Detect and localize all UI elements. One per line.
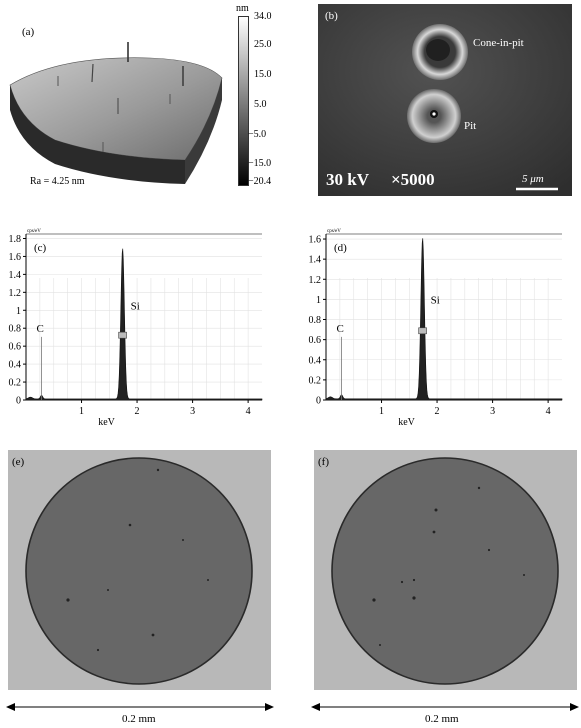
colorbar-tick: 34.0 [254, 11, 272, 22]
y-tick-label: 0.2 [9, 378, 22, 389]
scale-arrow-e [6, 703, 274, 711]
sem-magnification: ×5000 [391, 170, 435, 189]
sem-image [318, 4, 572, 196]
x-tick-label: 2 [435, 406, 440, 417]
colorbar-tick: −20.4 [248, 176, 272, 187]
afm-spike [91, 63, 94, 83]
scale-label-e: 0.2 mm [122, 713, 156, 725]
y-tick-label: 1.6 [309, 235, 322, 246]
y-tick-label: 1.4 [309, 255, 322, 266]
panel-f-label: (f) [318, 456, 329, 468]
panel-a: (a) Ra = 4.25 nm nm 34.0 25.0 15.0 5.0 −… [0, 0, 300, 200]
y-tick-label: 0.4 [9, 360, 22, 371]
spectrum-series [25, 248, 263, 401]
optical-image-e [8, 450, 271, 690]
colorbar-tick: −15.0 [248, 158, 272, 169]
x-tick-label: 1 [79, 406, 84, 417]
peak-label-si: Si [431, 294, 440, 306]
x-tick-label: 4 [546, 406, 551, 417]
eds-chart-d: cps/eV (d) 0 0.2 0.4 0.6 0.8 1 1.2 1.4 1.6 1 2 3 4 keV S… [309, 229, 563, 428]
eds-chart-c: cps/eV (c) 0 0.2 0.4 0.6 0.8 1 1.2 1.4 1.6 1.8 1 2 3 4 k… [9, 229, 263, 428]
panel-label: (c) [34, 242, 47, 254]
y-tick-label: 1.2 [9, 288, 22, 299]
panel-a-label: (a) [22, 26, 35, 38]
panel-label: (d) [334, 242, 347, 254]
optical-image-f [314, 450, 577, 690]
y-tick-label: 0.8 [9, 324, 22, 335]
plot-area [26, 234, 262, 400]
y-tick-label: 0 [316, 396, 321, 407]
y-tick-label: 0.4 [309, 355, 322, 366]
y-tick-label: 1.6 [9, 252, 22, 263]
x-tick-label: 3 [490, 406, 495, 417]
y-tick-label: 1 [316, 295, 321, 306]
y-tick-label: 0.2 [309, 375, 322, 386]
unit-label: cps/eV [327, 229, 341, 234]
afm-ra-label: Ra = 4.25 nm [30, 176, 85, 187]
panel-e-label: (e) [12, 456, 25, 468]
afm-right-face [185, 78, 222, 184]
afm-side-face [10, 85, 185, 184]
si-peak-marker [118, 331, 127, 339]
scale-arrow-f [311, 703, 579, 711]
sem-scalebar-label: 5 μm [522, 173, 544, 185]
x-tick-label: 2 [135, 406, 140, 417]
peak-label-c: C [37, 323, 44, 335]
peak-label-si: Si [131, 301, 140, 313]
x-tick-label: 1 [379, 406, 384, 417]
colorbar-unit: nm [236, 3, 249, 14]
x-tick-label: 3 [190, 406, 195, 417]
afm-colorbar [238, 16, 249, 186]
peak-label-c: C [337, 323, 344, 335]
spectrum-series [325, 238, 563, 401]
plot-area [326, 234, 562, 400]
y-tick-label: 1.4 [9, 270, 22, 281]
panel-b: (b) Cone-in-pit Pit 30 kV ×5000 5 μm [318, 4, 572, 196]
x-axis-label: keV [398, 417, 415, 428]
y-tick-label: 1.8 [9, 234, 22, 245]
sem-voltage: 30 kV [326, 170, 369, 189]
panel-f: (f) [314, 450, 577, 690]
y-tick-label: 0.8 [309, 315, 322, 326]
y-tick-label: 0.6 [9, 342, 22, 353]
si-peak-marker [418, 327, 427, 335]
x-axis-label: keV [98, 417, 115, 428]
colorbar-tick: 25.0 [254, 39, 272, 50]
unit-label: cps/eV [27, 229, 41, 234]
panel-b-label: (b) [325, 10, 338, 22]
y-tick-label: 0 [16, 396, 21, 407]
x-tick-label: 4 [246, 406, 251, 417]
cone-in-pit-label: Cone-in-pit [473, 37, 524, 49]
colorbar-tick: 15.0 [254, 69, 272, 80]
panel-e: (e) [8, 450, 271, 690]
y-tick-label: 1.2 [309, 275, 322, 286]
colorbar-tick: 5.0 [254, 99, 267, 110]
colorbar-tick: −5.0 [248, 129, 267, 140]
afm-surface [9, 42, 223, 184]
pit-label: Pit [464, 120, 477, 132]
y-tick-label: 0.6 [309, 335, 322, 346]
scale-label-f: 0.2 mm [425, 713, 459, 725]
y-tick-label: 1 [16, 306, 21, 317]
